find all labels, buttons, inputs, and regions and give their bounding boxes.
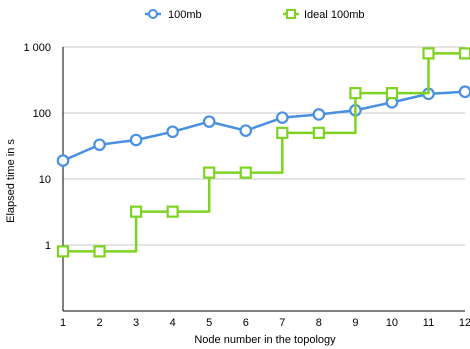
series-line-100mb	[62, 90, 466, 162]
data-point-ideal-100mb	[349, 87, 362, 100]
legend-marker-100mb	[148, 9, 158, 19]
x-tick-label: 4	[170, 317, 176, 329]
data-point-ideal-100mb	[422, 47, 435, 60]
data-point-100mb	[56, 154, 70, 167]
legend-item-100mb: 100mb	[145, 9, 202, 21]
data-point-100mb	[166, 125, 179, 139]
data-point-100mb	[458, 85, 470, 99]
gridlines	[63, 46, 465, 246]
y-axis-ticks: 1 10 100 1 000	[23, 42, 51, 252]
x-tick-label: 9	[352, 317, 358, 329]
data-point-ideal-100mb	[56, 245, 70, 258]
legend-marker-ideal-100mb	[286, 9, 296, 19]
x-tick-label: 5	[206, 317, 212, 329]
legend-label-ideal-100mb: Ideal 100mb	[304, 9, 365, 21]
data-point-ideal-100mb	[276, 126, 289, 139]
x-tick-label: 7	[279, 317, 285, 329]
series-layer	[56, 47, 470, 258]
data-point-ideal-100mb	[166, 205, 179, 218]
data-point-100mb	[202, 115, 216, 128]
series-100mb	[56, 85, 470, 167]
data-point-ideal-100mb	[458, 47, 470, 60]
x-tick-label: 8	[316, 317, 322, 329]
axes	[62, 47, 465, 312]
y-tick-label: 10	[39, 174, 51, 186]
data-point-ideal-100mb	[312, 126, 325, 139]
x-tick-label: 3	[133, 317, 139, 329]
data-point-ideal-100mb	[130, 205, 143, 218]
data-point-ideal-100mb	[385, 87, 399, 100]
series-ideal-100mb	[56, 47, 470, 258]
x-tick-label: 11	[423, 317, 434, 329]
data-point-100mb	[93, 138, 106, 152]
data-point-ideal-100mb	[239, 166, 252, 179]
x-tick-label: 2	[96, 317, 102, 329]
x-tick-label: 6	[243, 317, 249, 329]
y-tick-label: 1 000	[23, 42, 51, 54]
data-point-100mb	[239, 124, 253, 137]
data-point-ideal-100mb	[203, 166, 216, 179]
data-point-100mb	[275, 111, 289, 124]
x-axis-ticks: 1 2 3 4 5 6 7 8 9 10 11 12	[60, 317, 470, 329]
x-tick-label: 1	[60, 317, 66, 329]
series-line-ideal-100mb	[63, 52, 466, 253]
x-tick-label: 10	[386, 317, 398, 329]
x-axis-title: Node number in the topology	[194, 334, 336, 346]
y-tick-label: 1	[45, 240, 51, 252]
data-point-ideal-100mb	[93, 245, 106, 258]
data-point-100mb	[312, 108, 326, 121]
x-tick-label: 12	[459, 317, 470, 329]
data-point-100mb	[129, 133, 143, 147]
legend-item-ideal-100mb: Ideal 100mb	[283, 9, 365, 21]
y-axis-title: Elapsed time in s	[5, 139, 17, 223]
legend-label-100mb: 100mb	[168, 9, 202, 21]
legend: 100mb Ideal 100mb	[145, 9, 365, 21]
y-tick-label: 100	[33, 108, 51, 120]
